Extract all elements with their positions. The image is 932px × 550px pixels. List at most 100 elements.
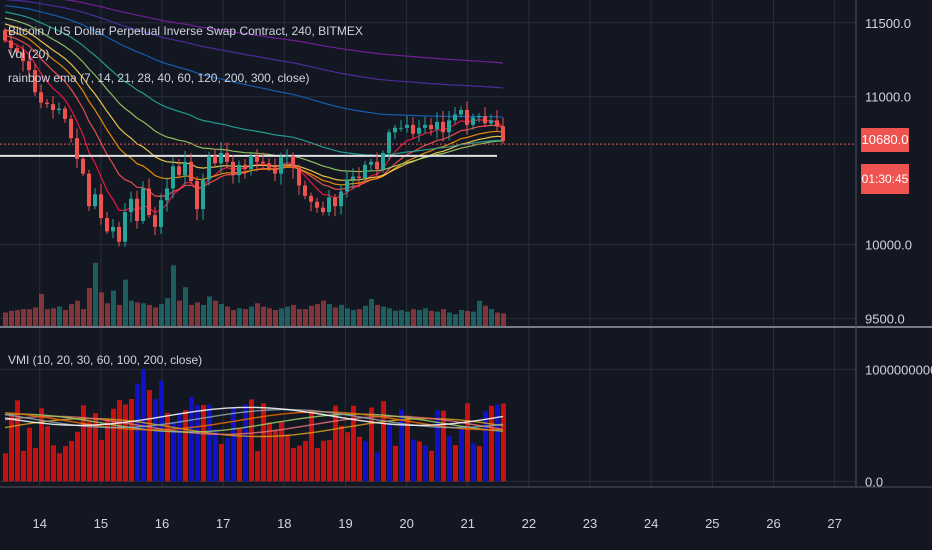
vmi-bar [291, 448, 296, 482]
candle [177, 166, 181, 176]
volume-bar [15, 309, 20, 326]
candle [165, 188, 169, 201]
candle [267, 163, 271, 168]
volume-bar [465, 310, 470, 326]
candle [399, 127, 403, 129]
price-tick-label: 10000.0 [865, 238, 912, 253]
volume-bar [477, 300, 482, 326]
candle [261, 161, 265, 164]
candle [219, 152, 223, 164]
volume-bar [93, 262, 98, 326]
candle [321, 207, 325, 213]
volume-bar [267, 308, 272, 326]
vmi-bar [375, 452, 380, 482]
vmi-tick-label: 0.0 [865, 474, 883, 489]
time-tick-label: 23 [583, 516, 597, 531]
volume-bar [279, 308, 284, 326]
volume-bar [357, 309, 362, 326]
candle [447, 120, 451, 133]
candle [489, 120, 493, 124]
candle [15, 47, 19, 53]
candle [123, 212, 127, 242]
ema-line [4, 0, 504, 89]
volume-bar [309, 305, 314, 326]
time-tick-label: 25 [705, 516, 719, 531]
vmi-bar [285, 434, 290, 482]
vmi-bar [357, 436, 362, 482]
vmi-bar [459, 428, 464, 482]
vmi-bar [171, 421, 176, 482]
candle [345, 179, 349, 192]
volume-bar [177, 300, 182, 326]
vmi-bar [99, 439, 104, 482]
vmi-bar [327, 439, 332, 482]
vmi-bar [297, 445, 302, 482]
candle [423, 124, 427, 128]
volume-bar [135, 302, 140, 326]
vmi-bar [153, 398, 158, 482]
vmi-bar [15, 400, 20, 482]
candle [315, 201, 319, 208]
vmi-bar [207, 404, 212, 482]
candle [279, 157, 283, 174]
time-tick-label: 19 [338, 516, 352, 531]
candle [183, 161, 187, 176]
volume-bar [273, 309, 278, 326]
candle [375, 161, 379, 170]
vmi-bar [471, 443, 476, 482]
volume-bar [21, 309, 26, 326]
candle [171, 166, 175, 189]
candle [387, 132, 391, 153]
volume-bar [375, 304, 380, 326]
vmi-bar [213, 428, 218, 482]
candle [429, 124, 433, 130]
volume-bar [237, 308, 242, 326]
vmi-bar [447, 436, 452, 482]
vmi-bar [243, 404, 248, 482]
vmi-bar [267, 422, 272, 482]
candle [159, 200, 163, 227]
candle [39, 92, 43, 103]
volume-bar [255, 303, 260, 326]
vmi-bar [435, 410, 440, 482]
vmi-bar [381, 401, 386, 482]
volume-bar [453, 314, 458, 326]
candle [27, 61, 31, 71]
volume-bar [495, 312, 500, 326]
volume-bar [315, 304, 320, 326]
vmi-bar [273, 430, 278, 482]
time-tick-label: 27 [827, 516, 841, 531]
volume-bar [447, 312, 452, 326]
volume-bar [69, 304, 74, 326]
volume-bar [471, 311, 476, 326]
vmi-bar [87, 420, 92, 482]
vmi-bar [183, 410, 188, 482]
candle [87, 173, 91, 207]
vmi-bar [165, 412, 170, 482]
volume-indicator-label[interactable]: Vol (20) [8, 47, 50, 61]
vmi-indicator-label[interactable]: VMI (10, 20, 30, 60, 100, 200, close) [8, 353, 203, 367]
candle [225, 152, 229, 162]
volume-bar [195, 302, 200, 326]
candle [291, 155, 295, 168]
candle [45, 102, 49, 105]
rainbow-ema-label[interactable]: rainbow ema (7, 14, 21, 28, 40, 60, 120,… [8, 71, 310, 85]
volume-bar [75, 300, 80, 326]
ema-line [63, 0, 504, 64]
volume-bar [399, 309, 404, 326]
vmi-bar [129, 398, 134, 482]
candle [339, 191, 343, 207]
candle [69, 118, 73, 139]
volume-bar [363, 305, 368, 326]
volume-bar [243, 309, 248, 326]
volume-bar [321, 300, 326, 326]
volume-bar [339, 304, 344, 326]
vmi-bar [423, 445, 428, 482]
volume-bar [111, 290, 116, 326]
vmi-bar [393, 445, 398, 482]
volume-bar [159, 304, 164, 326]
time-tick-label: 16 [155, 516, 169, 531]
candle [501, 126, 505, 142]
volume-bar [147, 304, 152, 326]
